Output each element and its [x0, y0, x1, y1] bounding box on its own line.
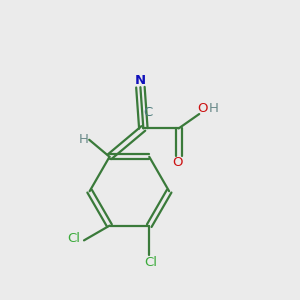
Text: H: H — [209, 102, 219, 115]
Text: H: H — [79, 133, 89, 146]
Text: N: N — [135, 74, 146, 87]
Text: C: C — [143, 106, 152, 119]
Text: Cl: Cl — [67, 232, 80, 245]
Text: O: O — [197, 102, 207, 115]
Text: O: O — [172, 156, 182, 170]
Text: Cl: Cl — [144, 256, 157, 269]
